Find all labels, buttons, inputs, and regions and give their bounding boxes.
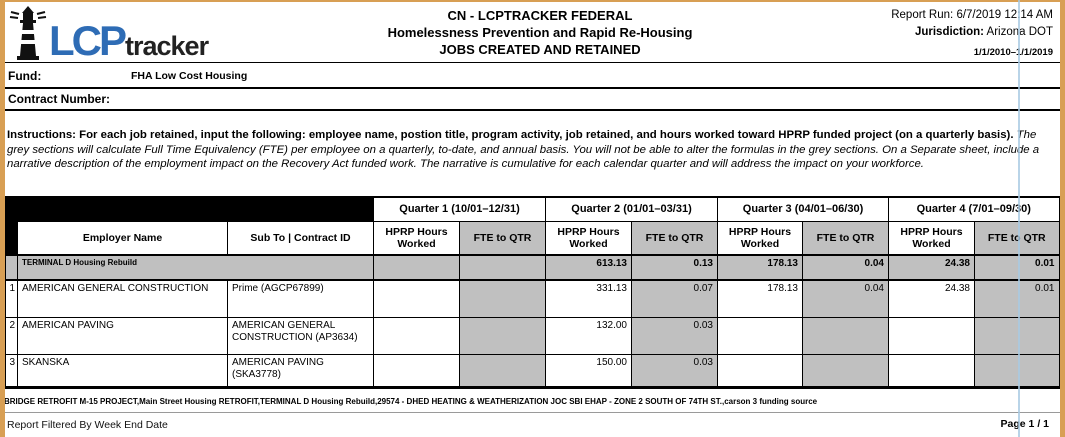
page-break-guide-line	[1018, 0, 1020, 437]
q3-fte	[802, 353, 889, 388]
employer-name: AMERICAN GENERAL CONSTRUCTION	[17, 279, 228, 318]
row-number-header	[4, 220, 18, 256]
logo-text-lcp: LCP	[49, 17, 127, 65]
q1-hours	[373, 353, 460, 388]
contract-divider	[0, 109, 1065, 111]
project-list-footnote: BRIDGE RETROFIT M-15 PROJECT,Main Street…	[4, 397, 818, 406]
fund-value: FHA Low Cost Housing	[131, 70, 248, 82]
filter-note: Report Filtered By Week End Date	[7, 419, 168, 431]
q4-fte: 0.01	[974, 279, 1060, 318]
contract-number-label: Contract Number:	[8, 92, 111, 106]
page-edge-left	[0, 0, 5, 437]
employer-name-header: Employer Name	[17, 220, 228, 256]
summary-q1-hours	[373, 254, 460, 281]
jobs-table: Quarter 1 (10/01–12/31) Quarter 2 (01/01…	[3, 196, 1061, 389]
date-range: 1/1/2010–1/1/2019	[973, 47, 1053, 58]
header-divider	[0, 62, 1065, 63]
q1-fte	[459, 353, 546, 388]
q2-hours: 132.00	[545, 316, 632, 355]
q2-fte: 0.03	[631, 316, 718, 355]
instructions-text: Instructions: For each job retained, inp…	[7, 128, 1055, 172]
q2-hours: 331.13	[545, 279, 632, 318]
q3-hours-header: HPRP Hours Worked	[717, 220, 803, 256]
q1-hours-header: HPRP Hours Worked	[373, 220, 460, 256]
summary-q2-hours: 613.13	[545, 254, 632, 281]
q2-fte: 0.07	[631, 279, 718, 318]
report-title: CN - LCPTRACKER FEDERAL Homelessness Pre…	[200, 7, 880, 58]
instructions-bold: Instructions: For each job retained, inp…	[7, 129, 1014, 141]
summary-project-name: TERMINAL D Housing Rebuild	[17, 254, 374, 281]
table-row: 3 SKANSKA AMERICAN PAVING (SKA3778) 150.…	[4, 353, 1060, 388]
lcptracker-logo: LCP tracker	[9, 6, 209, 65]
q1-fte	[459, 279, 546, 318]
summary-num-cell	[4, 254, 18, 281]
jurisdiction: Jurisdiction: Arizona DOT	[914, 26, 1053, 38]
q3-hours	[717, 353, 803, 388]
q4-fte	[974, 316, 1060, 355]
q4-hours-header: HPRP Hours Worked	[888, 220, 975, 256]
summary-q4-hours: 24.38	[888, 254, 975, 281]
q1-hours	[373, 316, 460, 355]
summary-q2-fte: 0.13	[631, 254, 718, 281]
page-edge-top	[0, 0, 1065, 2]
table-row: 1 AMERICAN GENERAL CONSTRUCTION Prime (A…	[4, 279, 1060, 318]
subto-contract-id: AMERICAN GENERAL CONSTRUCTION (AP3634)	[227, 316, 374, 355]
quarter-header-row: Quarter 1 (10/01–12/31) Quarter 2 (01/01…	[4, 196, 1060, 222]
q2-hours-header: HPRP Hours Worked	[545, 220, 632, 256]
row-number: 1	[4, 279, 18, 318]
logo-text-tracker: tracker	[125, 30, 209, 61]
employer-name: AMERICAN PAVING	[17, 316, 228, 355]
q4-fte-header: FTE to QTR	[974, 220, 1060, 256]
q2-fte-header: FTE to QTR	[631, 220, 718, 256]
instructions-italic: The grey sections will calculate Full Ti…	[7, 129, 1040, 171]
q3-hours: 178.13	[717, 279, 803, 318]
q4-fte	[974, 353, 1060, 388]
header-black-block	[4, 196, 374, 222]
summary-q1-fte	[459, 254, 546, 281]
subto-contract-id: Prime (AGCP67899)	[227, 279, 374, 318]
report-run: Report Run: 6/7/2019 12:14 AM	[891, 9, 1053, 21]
quarter-2-header: Quarter 2 (01/01–03/31)	[545, 196, 718, 222]
lighthouse-icon	[9, 6, 49, 60]
report-run-info: Report Run: 6/7/2019 12:14 AM Jurisdicti…	[793, 7, 1053, 61]
q4-hours	[888, 316, 975, 355]
page-number: Page 1 / 1	[1000, 418, 1049, 430]
table-row: 2 AMERICAN PAVING AMERICAN GENERAL CONST…	[4, 316, 1060, 355]
title-line-2: Homelessness Prevention and Rapid Re-Hou…	[387, 25, 693, 40]
q1-fte-header: FTE to QTR	[459, 220, 546, 256]
q3-hours	[717, 316, 803, 355]
q1-hours	[373, 279, 460, 318]
title-line-3: JOBS CREATED AND RETAINED	[439, 42, 641, 57]
title-line-1: CN - LCPTRACKER FEDERAL	[447, 8, 633, 23]
q3-fte	[802, 316, 889, 355]
quarter-1-header: Quarter 1 (10/01–12/31)	[373, 196, 546, 222]
q1-fte	[459, 316, 546, 355]
q3-fte: 0.04	[802, 279, 889, 318]
row-number: 2	[4, 316, 18, 355]
quarter-3-header: Quarter 3 (04/01–06/30)	[717, 196, 889, 222]
employer-name: SKANSKA	[17, 353, 228, 388]
subto-contract-header: Sub To | Contract ID	[227, 220, 374, 256]
subto-contract-id: AMERICAN PAVING (SKA3778)	[227, 353, 374, 388]
q3-fte-header: FTE to QTR	[802, 220, 889, 256]
fund-divider	[0, 87, 1065, 89]
row-number: 3	[4, 353, 18, 388]
project-summary-row: TERMINAL D Housing Rebuild 613.13 0.13 1…	[4, 254, 1060, 281]
page-edge-right	[1060, 0, 1065, 437]
fund-label: Fund:	[8, 69, 42, 83]
q2-fte: 0.03	[631, 353, 718, 388]
quarter-4-header: Quarter 4 (7/01–09/30)	[888, 196, 1060, 222]
column-header-row: Employer Name Sub To | Contract ID HPRP …	[4, 220, 1060, 256]
q4-hours	[888, 353, 975, 388]
q4-hours: 24.38	[888, 279, 975, 318]
summary-q3-fte: 0.04	[802, 254, 889, 281]
summary-q4-fte: 0.01	[974, 254, 1060, 281]
footer-divider	[0, 412, 1065, 413]
q2-hours: 150.00	[545, 353, 632, 388]
summary-q3-hours: 178.13	[717, 254, 803, 281]
